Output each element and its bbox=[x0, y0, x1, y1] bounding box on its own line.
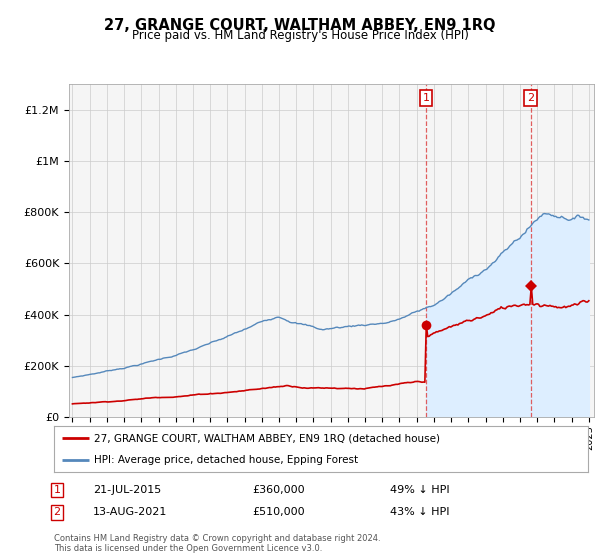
Text: 27, GRANGE COURT, WALTHAM ABBEY, EN9 1RQ: 27, GRANGE COURT, WALTHAM ABBEY, EN9 1RQ bbox=[104, 18, 496, 33]
Text: Price paid vs. HM Land Registry's House Price Index (HPI): Price paid vs. HM Land Registry's House … bbox=[131, 29, 469, 42]
Text: 13-AUG-2021: 13-AUG-2021 bbox=[93, 507, 167, 517]
Text: 49% ↓ HPI: 49% ↓ HPI bbox=[390, 485, 449, 495]
Text: £510,000: £510,000 bbox=[252, 507, 305, 517]
Text: 1: 1 bbox=[53, 485, 61, 495]
Text: 1: 1 bbox=[422, 93, 430, 103]
Text: HPI: Average price, detached house, Epping Forest: HPI: Average price, detached house, Eppi… bbox=[94, 455, 358, 465]
Text: £360,000: £360,000 bbox=[252, 485, 305, 495]
Text: 2: 2 bbox=[527, 93, 534, 103]
Text: 2: 2 bbox=[53, 507, 61, 517]
Text: 21-JUL-2015: 21-JUL-2015 bbox=[93, 485, 161, 495]
Text: Contains HM Land Registry data © Crown copyright and database right 2024.
This d: Contains HM Land Registry data © Crown c… bbox=[54, 534, 380, 553]
Text: 43% ↓ HPI: 43% ↓ HPI bbox=[390, 507, 449, 517]
Text: 27, GRANGE COURT, WALTHAM ABBEY, EN9 1RQ (detached house): 27, GRANGE COURT, WALTHAM ABBEY, EN9 1RQ… bbox=[94, 433, 440, 444]
